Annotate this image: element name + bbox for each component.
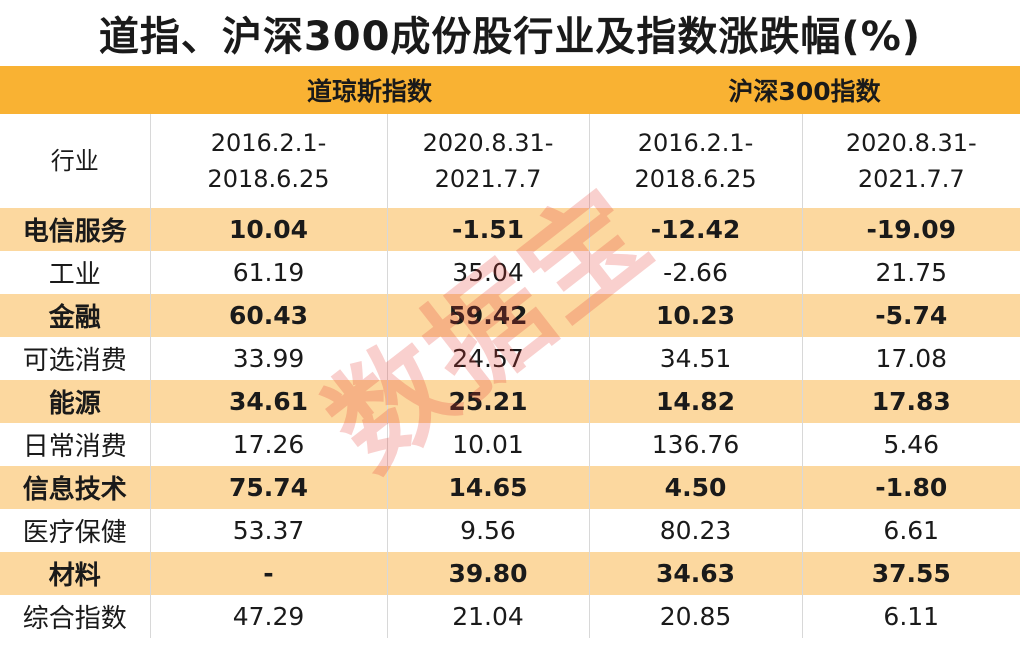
value-cell: -1.51 [386,208,590,251]
industry-cell: 医疗保健 [0,509,150,552]
value-cell: 39.80 [386,552,590,595]
value-cell: -5.74 [801,294,1020,337]
value-cell: -12.42 [588,208,803,251]
table-row: 医疗保健 53.37 9.56 80.23 6.61 [0,509,1020,552]
value-cell: -1.80 [801,466,1020,509]
value-cell: -2.66 [588,251,803,294]
table-row: 可选消费 33.99 24.57 34.51 17.08 [0,337,1020,380]
value-cell: 10.01 [386,423,590,466]
value-cell: 37.55 [801,552,1020,595]
value-cell: 4.50 [588,466,803,509]
period-start: 2016.2.1- [210,129,327,157]
group-header-blank [0,66,150,114]
value-cell: 10.04 [149,208,387,251]
group-header-row: 道琼斯指数 沪深300指数 [0,66,1020,114]
table-row: 电信服务 10.04 -1.51 -12.42 -19.09 [0,208,1020,251]
table-row: 工业 61.19 35.04 -2.66 21.75 [0,251,1020,294]
value-cell: 34.51 [588,337,803,380]
industry-cell: 日常消费 [0,423,150,466]
data-table: 道琼斯指数 沪深300指数 行业 2016.2.1- 2018.6.25 2020… [0,66,1020,638]
period-start: 2020.8.31- [422,129,554,157]
period-header-row: 行业 2016.2.1- 2018.6.25 2020.8.31- 2021.7.7… [0,114,1020,208]
value-cell: -19.09 [801,208,1020,251]
period-header: 2016.2.1- 2018.6.25 [149,114,387,208]
value-cell: 9.56 [386,509,590,552]
value-cell: 17.83 [801,380,1020,423]
value-cell: 59.42 [386,294,590,337]
table-row: 综合指数 47.29 21.04 20.85 6.11 [0,595,1020,638]
period-end: 2018.6.25 [207,165,330,193]
industry-cell: 信息技术 [0,466,150,509]
value-cell: 21.75 [801,251,1020,294]
period-header: 2016.2.1- 2018.6.25 [588,114,803,208]
table-row: 金融 60.43 59.42 10.23 -5.74 [0,294,1020,337]
period-end: 2018.6.25 [634,165,757,193]
value-cell: - [149,552,387,595]
industry-cell: 金融 [0,294,150,337]
value-cell: 20.85 [588,595,803,638]
period-header: 2020.8.31- 2021.7.7 [801,114,1020,208]
value-cell: 5.46 [801,423,1020,466]
period-header: 2020.8.31- 2021.7.7 [386,114,590,208]
period-end: 2021.7.7 [434,165,542,193]
table-title: 道指、沪深300成份股行业及指数涨跌幅(%) [98,14,922,60]
industry-cell: 材料 [0,552,150,595]
value-cell: 47.29 [149,595,387,638]
period-start: 2016.2.1- [637,129,754,157]
row-header-label: 行业 [0,114,150,208]
value-cell: 14.82 [588,380,803,423]
value-cell: 25.21 [386,380,590,423]
period-start: 2020.8.31- [845,129,977,157]
value-cell: 34.61 [149,380,387,423]
value-cell: 21.04 [386,595,590,638]
industry-cell: 电信服务 [0,208,150,251]
value-cell: 33.99 [149,337,387,380]
table-row: 能源 34.61 25.21 14.82 17.83 [0,380,1020,423]
period-end: 2021.7.7 [857,165,965,193]
value-cell: 61.19 [149,251,387,294]
industry-cell: 能源 [0,380,150,423]
group-header-dow: 道琼斯指数 [150,66,590,114]
industry-cell: 可选消费 [0,337,150,380]
value-cell: 35.04 [386,251,590,294]
value-cell: 10.23 [588,294,803,337]
industry-cell: 综合指数 [0,595,150,638]
industry-cell: 工业 [0,251,150,294]
table-row: 日常消费 17.26 10.01 136.76 5.46 [0,423,1020,466]
value-cell: 75.74 [149,466,387,509]
group-header-csi300: 沪深300指数 [589,66,1020,114]
value-cell: 6.61 [801,509,1020,552]
value-cell: 60.43 [149,294,387,337]
value-cell: 17.08 [801,337,1020,380]
table-row: 材料 -39.80 34.63 37.55 [0,552,1020,595]
value-cell: 53.37 [149,509,387,552]
value-cell: 136.76 [588,423,803,466]
value-cell: 6.11 [801,595,1020,638]
table-row: 信息技术 75.74 14.65 4.50 -1.80 [0,466,1020,509]
value-cell: 34.63 [588,552,803,595]
value-cell: 14.65 [386,466,590,509]
value-cell: 80.23 [588,509,803,552]
value-cell: 24.57 [386,337,590,380]
value-cell: 17.26 [149,423,387,466]
